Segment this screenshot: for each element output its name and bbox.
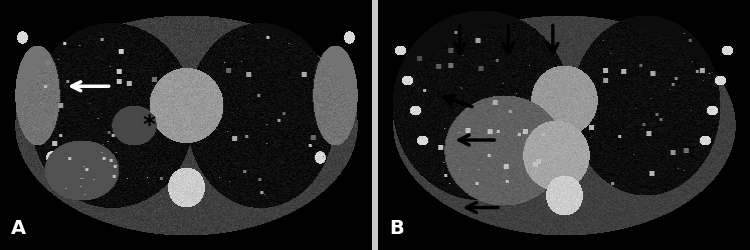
Text: A: A <box>11 218 26 238</box>
Text: B: B <box>389 218 404 238</box>
Text: *: * <box>142 113 155 137</box>
